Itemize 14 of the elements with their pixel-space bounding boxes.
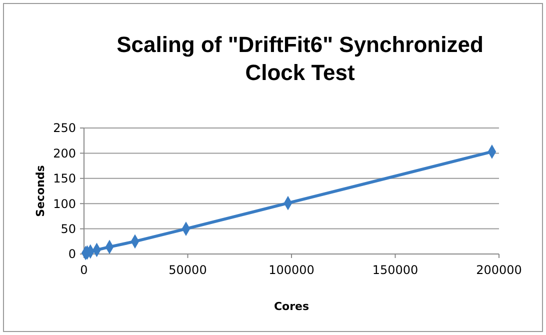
y-tick-label: 100	[53, 196, 76, 211]
y-axis-title: Seconds	[34, 164, 47, 217]
chart-title: Scaling of "DriftFit6" Synchronized Clock Test	[116, 32, 484, 85]
x-axis-title: Cores	[274, 300, 310, 313]
x-tick-label: 150000	[372, 263, 418, 277]
x-tick-label: 0	[80, 263, 88, 277]
y-tick-label: 50	[60, 222, 76, 236]
x-tick-label: 50000	[168, 263, 207, 277]
y-tick-label: 200	[53, 146, 76, 160]
x-tick-label: 200000	[476, 263, 522, 277]
y-tick-label: 250	[53, 121, 76, 136]
x-tick-label: 100000	[268, 263, 314, 277]
y-tick-label: 150	[53, 172, 76, 186]
y-tick-label: 0	[68, 247, 76, 262]
